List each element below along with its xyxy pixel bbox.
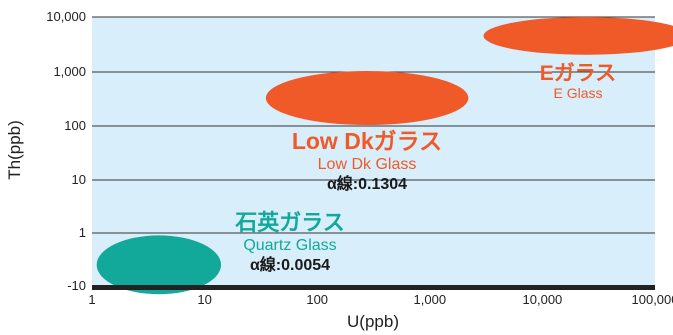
y-tick-label: 10,000 [46,9,86,24]
y-tick-label: 1,000 [53,64,86,79]
region-sublabel: E Glass [553,85,602,101]
region-label: 石英ガラス [234,210,345,235]
y-tick-label: -10 [67,278,86,293]
region-ellipses [96,17,673,295]
x-tick-label: 10,000 [523,292,563,307]
region-alpha-value: α線:0.0054 [250,255,330,274]
region-ellipse [96,235,222,295]
region-sublabel: Quartz Glass [243,237,336,254]
region-label: Eガラス [540,62,617,85]
x-tick-label: 1 [88,292,95,307]
x-tick-label: 10 [197,292,211,307]
y-axis-label: Th(ppb) [5,120,24,180]
x-tick-labels: 1 10 100 1,000 10,000 100,000 [88,292,673,307]
region-sublabel: Low Dk Glass [318,156,417,173]
y-tick-labels: 10,000 1,000 100 10 1 -10 [46,9,86,293]
y-tick-label: 10 [72,172,86,187]
region-label: Low Dkガラス [292,128,442,154]
y-tick-label: 1 [79,225,86,240]
region-ellipse [483,17,673,55]
x-axis-label: U(ppb) [347,312,399,331]
x-tick-label: 1,000 [414,292,447,307]
region-alpha-value: α線:0.1304 [327,174,407,193]
x-tick-label: 100 [306,292,328,307]
region-ellipse [265,71,469,125]
x-axis-bar [92,285,655,290]
y-tick-label: 100 [64,118,86,133]
x-tick-label: 100,000 [632,292,673,307]
